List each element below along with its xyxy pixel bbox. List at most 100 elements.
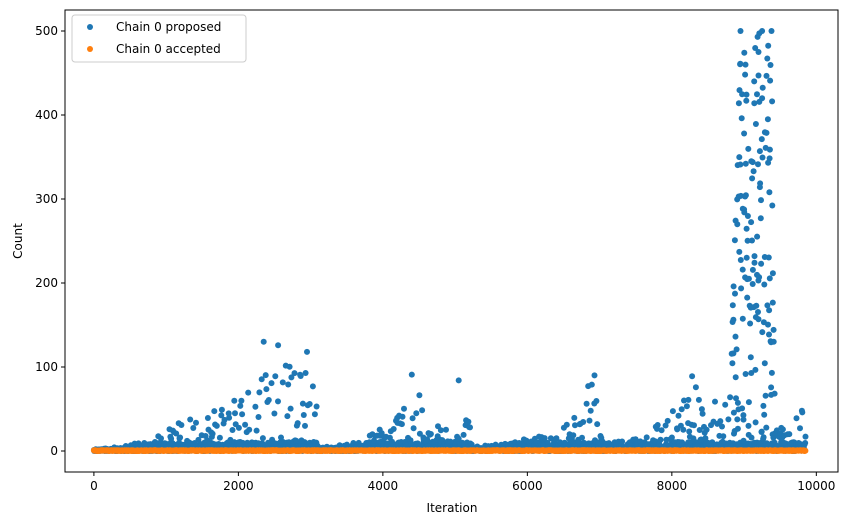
proposed-point [744, 237, 751, 244]
proposed-point [285, 381, 292, 388]
proposed-point [736, 154, 743, 161]
proposed-point [752, 366, 759, 373]
proposed-point [184, 440, 191, 446]
proposed-point [258, 376, 265, 383]
proposed-point [218, 406, 225, 413]
legend-marker-proposed [87, 24, 93, 30]
proposed-point [152, 439, 159, 446]
proposed-point [272, 373, 279, 380]
proposed-point [744, 213, 751, 219]
proposed-point [766, 275, 773, 282]
proposed-point [738, 285, 745, 292]
proposed-point [657, 436, 664, 443]
proposed-point [758, 136, 765, 143]
proposed-point [681, 397, 687, 404]
proposed-point [742, 160, 749, 167]
proposed-point [761, 411, 768, 418]
y-tick-label: 400 [35, 108, 58, 122]
proposed-point [178, 422, 185, 428]
proposed-point [763, 129, 770, 136]
proposed-point [734, 425, 741, 432]
proposed-point [275, 398, 281, 405]
proposed-point [742, 71, 749, 78]
proposed-point [787, 440, 794, 447]
proposed-point [460, 431, 467, 438]
proposed-point [218, 412, 225, 419]
proposed-point [735, 100, 742, 107]
proposed-point [736, 248, 743, 255]
proposed-point [692, 384, 699, 391]
proposed-point [737, 161, 744, 168]
proposed-point [190, 425, 197, 431]
x-tick-label: 4000 [368, 479, 399, 493]
proposed-point [277, 439, 284, 446]
proposed-point [213, 422, 220, 429]
proposed-point [771, 390, 778, 397]
proposed-point [447, 438, 454, 445]
proposed-point [691, 422, 697, 429]
proposed-point [739, 315, 746, 322]
proposed-point [221, 416, 228, 423]
proposed-point [455, 435, 462, 442]
proposed-point [734, 416, 741, 423]
proposed-point [424, 436, 431, 443]
proposed-point [263, 386, 270, 393]
proposed-point [237, 402, 244, 409]
proposed-point [291, 370, 298, 377]
proposed-point [265, 397, 272, 403]
proposed-point [679, 439, 685, 446]
proposed-point [675, 412, 682, 419]
proposed-point [748, 370, 755, 376]
proposed-point [644, 441, 651, 448]
proposed-point [698, 406, 705, 413]
proposed-point [298, 437, 305, 444]
proposed-point [760, 434, 767, 441]
proposed-point [260, 338, 267, 345]
proposed-point [173, 430, 180, 437]
proposed-point [211, 408, 218, 415]
proposed-point [767, 62, 774, 68]
proposed-point [279, 379, 286, 386]
proposed-point [717, 418, 724, 425]
proposed-point [187, 416, 194, 423]
proposed-point [769, 202, 776, 209]
proposed-point [683, 403, 690, 410]
proposed-point [158, 435, 164, 442]
legend-label-proposed: Chain 0 proposed [116, 20, 221, 34]
proposed-point [755, 309, 761, 315]
proposed-point [739, 405, 746, 412]
proposed-point [209, 430, 216, 437]
proposed-point [455, 377, 462, 384]
proposed-point [227, 436, 234, 443]
proposed-point [748, 158, 755, 165]
proposed-point [252, 403, 259, 410]
proposed-point [743, 254, 750, 261]
proposed-point [751, 259, 758, 266]
proposed-point [768, 384, 775, 391]
proposed-point [744, 294, 751, 301]
proposed-point [747, 354, 754, 361]
proposed-point [748, 434, 755, 441]
proposed-point [747, 320, 754, 327]
proposed-point [793, 415, 800, 422]
proposed-point [770, 338, 777, 345]
proposed-point [408, 371, 415, 378]
proposed-point [255, 414, 262, 420]
proposed-point [730, 316, 737, 323]
proposed-point [756, 184, 763, 191]
proposed-point [268, 380, 275, 387]
proposed-point [737, 28, 744, 34]
proposed-point [696, 427, 703, 433]
proposed-point [225, 410, 232, 417]
proposed-point [271, 410, 278, 417]
proposed-point [572, 422, 578, 429]
proposed-point [398, 421, 405, 428]
proposed-point [593, 398, 600, 404]
proposed-point [216, 434, 223, 441]
proposed-point [730, 409, 737, 416]
proposed-point [259, 435, 266, 442]
x-tick-label: 10000 [797, 479, 835, 493]
proposed-point [769, 98, 776, 105]
proposed-point [690, 435, 697, 442]
proposed-point [738, 115, 745, 122]
